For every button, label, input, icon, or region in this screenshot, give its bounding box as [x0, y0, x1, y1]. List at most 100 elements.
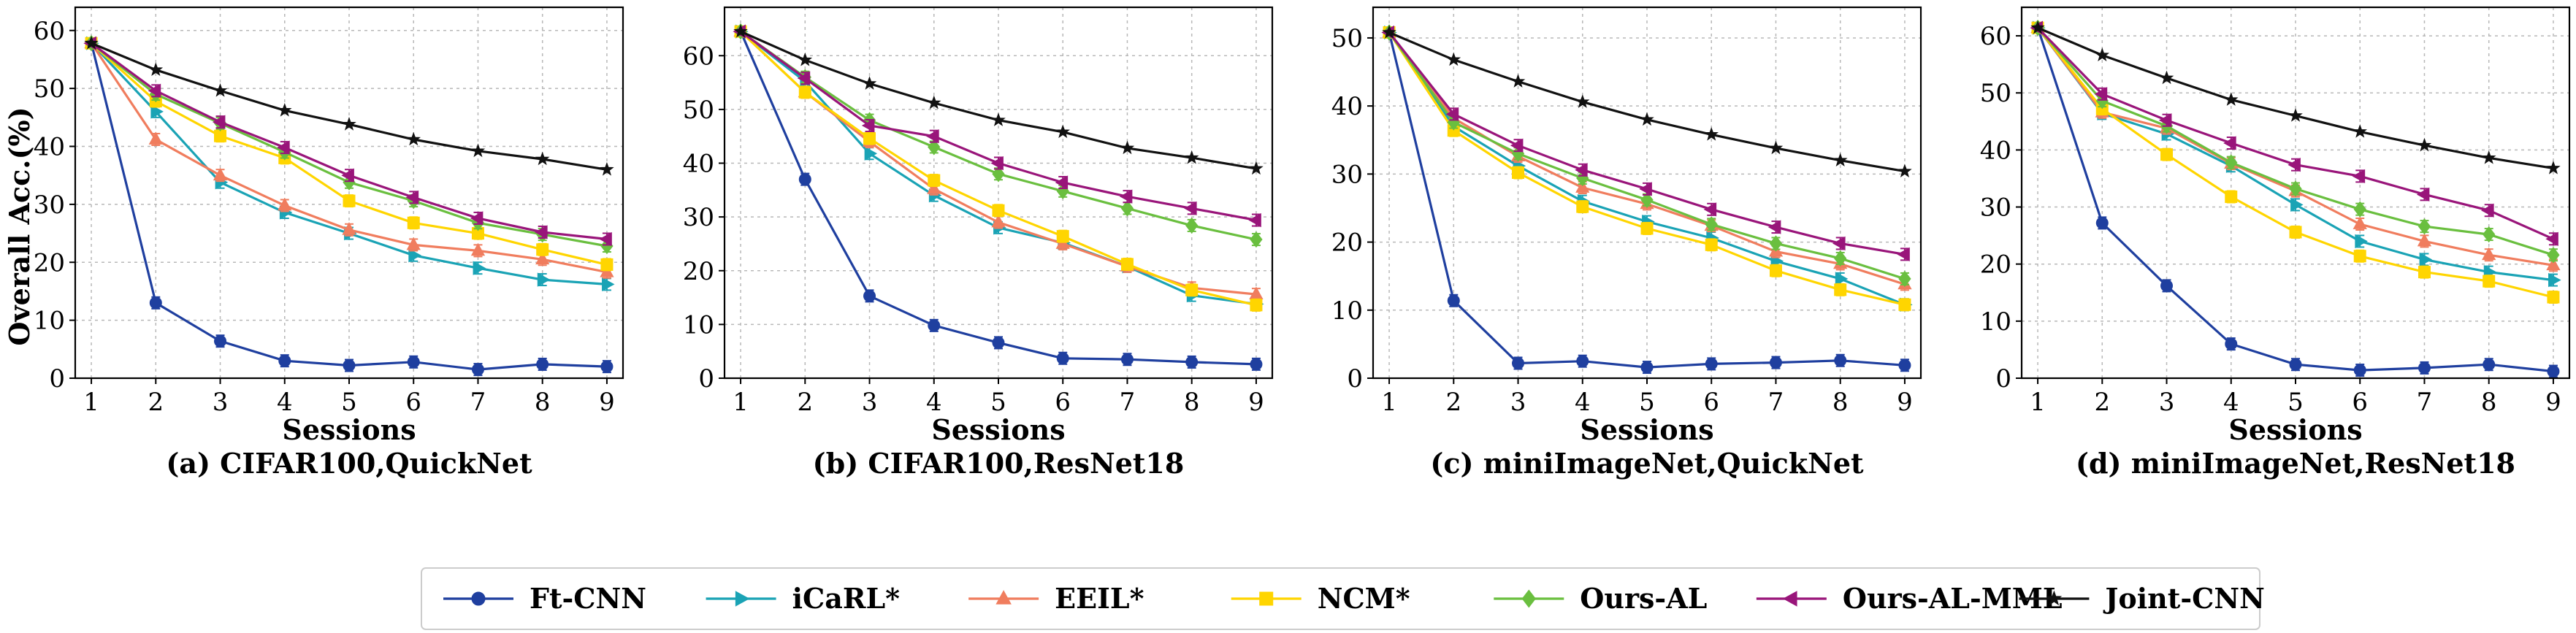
data-point [2290, 197, 2304, 212]
data-point [1249, 161, 1264, 175]
data-point [2030, 20, 2045, 34]
data-point [2481, 203, 2494, 218]
data-point [2483, 358, 2496, 371]
data-point [2547, 365, 2560, 378]
y-tick-label: 40 [1980, 136, 2011, 165]
data-point [928, 174, 941, 187]
data-point [278, 354, 291, 367]
data-point [1184, 150, 1199, 164]
data-point [2095, 216, 2109, 229]
data-point [1512, 356, 1525, 369]
legend-label: NCM* [1318, 582, 1410, 615]
data-point [2419, 252, 2433, 267]
series-ours-al-mml [733, 24, 1261, 228]
x-tick-label: 6 [405, 388, 421, 417]
data-point [1834, 354, 1847, 367]
series-joint-cnn [2030, 20, 2561, 174]
data-point [148, 83, 161, 98]
data-point [2353, 250, 2366, 263]
data-point [1640, 191, 1654, 209]
data-point [2353, 216, 2367, 229]
data-point [2352, 169, 2366, 183]
panel-caption: (b) CIFAR100,ResNet18 [813, 447, 1185, 480]
x-tick-label: 2 [148, 388, 164, 417]
data-point [471, 363, 484, 376]
data-point [473, 261, 486, 275]
data-point [1897, 247, 1910, 262]
data-point [343, 359, 356, 372]
legend: Ft-CNN iCaRL* EEIL* NCM* Ours-AL Ours-AL-MML J… [421, 567, 2265, 630]
y-tick-label: 50 [683, 96, 714, 125]
legend-marker [471, 591, 486, 606]
data-point [2223, 92, 2239, 106]
data-point [407, 216, 420, 229]
x-tick-label: 6 [2352, 388, 2368, 417]
data-point [1248, 212, 1261, 228]
legend-label: Joint-CNN [2103, 582, 2264, 615]
x-axis-label: Sessions [1580, 413, 1713, 446]
x-tick-label: 1 [2030, 388, 2046, 417]
data-point [1250, 299, 1263, 312]
y-tick-label: 20 [34, 248, 65, 277]
x-tick-label: 1 [1381, 388, 1397, 417]
data-point [1898, 358, 1911, 372]
data-point [1120, 353, 1134, 366]
legend-label: iCaRL* [792, 582, 901, 615]
data-point [1120, 258, 1134, 271]
x-tick-label: 5 [990, 388, 1006, 417]
x-tick-label: 8 [1184, 388, 1200, 417]
data-point [1055, 175, 1069, 190]
x-tick-label: 9 [1897, 388, 1913, 417]
data-point [2094, 87, 2108, 101]
data-point [1445, 107, 1459, 121]
data-point [2159, 70, 2174, 85]
data-point [1447, 294, 1460, 307]
data-point [2547, 291, 2560, 304]
x-tick-label: 8 [535, 388, 551, 417]
data-point [2547, 246, 2560, 264]
x-tick-label: 3 [213, 388, 229, 417]
series-ft-cnn [734, 25, 1263, 371]
y-tick-label: 10 [1980, 307, 2011, 337]
data-point [343, 194, 356, 207]
series-ft-cnn [2031, 21, 2560, 378]
y-tick-label: 0 [49, 364, 65, 394]
x-tick-label: 8 [1832, 388, 1849, 417]
data-point [2353, 201, 2366, 218]
data-point [535, 251, 550, 265]
data-point [1185, 217, 1199, 234]
data-point [1705, 216, 1718, 233]
data-point [2483, 275, 2496, 288]
y-tick-label: 10 [34, 307, 65, 336]
series-ft-cnn [85, 37, 614, 377]
x-tick-label: 2 [797, 388, 813, 417]
series-ours-al-mml [2030, 20, 2558, 246]
data-point [991, 214, 1006, 228]
y-tick-label: 10 [683, 310, 714, 339]
data-point [1640, 222, 1654, 235]
data-point [798, 52, 813, 66]
legend-marker [1521, 589, 1536, 608]
data-point [1769, 235, 1783, 252]
data-point [2288, 158, 2301, 172]
panel-caption: (c) miniImageNet,QuickNet [1430, 447, 1864, 480]
x-tick-label: 9 [1248, 388, 1264, 417]
data-point [2225, 190, 2238, 203]
data-point [990, 156, 1004, 171]
legend-marker [1783, 591, 1797, 607]
y-tick-label: 30 [1331, 160, 1363, 189]
data-point [1382, 25, 1396, 39]
data-point [2416, 187, 2430, 202]
y-tick-label: 0 [1347, 364, 1363, 394]
y-tick-label: 40 [34, 133, 65, 162]
x-axis-label: Sessions [931, 413, 1065, 446]
data-point [1832, 236, 1846, 251]
data-point [927, 181, 941, 194]
y-tick-label: 20 [683, 257, 714, 286]
data-point [406, 131, 421, 146]
x-tick-label: 5 [1639, 388, 1655, 417]
data-point [470, 211, 484, 226]
x-tick-label: 7 [1120, 388, 1136, 417]
data-point [2481, 150, 2496, 164]
x-tick-label: 1 [83, 388, 99, 417]
